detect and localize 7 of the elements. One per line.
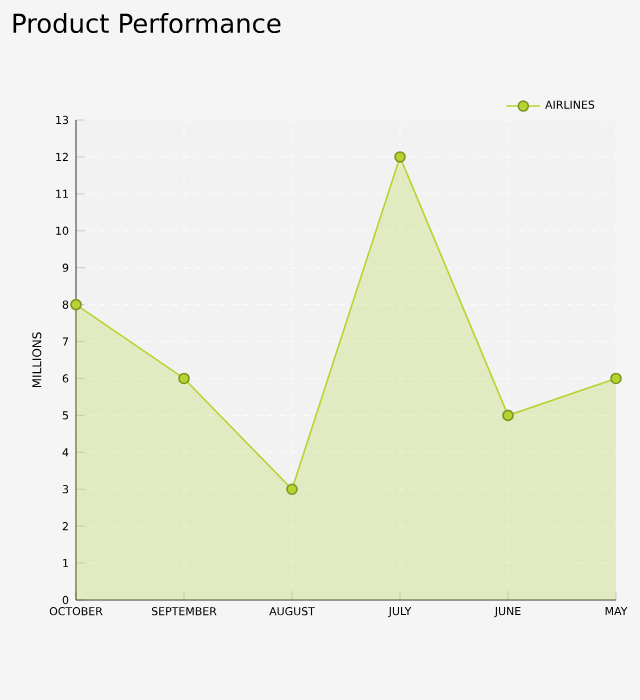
point bbox=[610, 372, 622, 385]
chart-title: Product Performance bbox=[13, 13, 281, 34]
point bbox=[286, 483, 298, 496]
point bbox=[502, 409, 514, 422]
point bbox=[70, 298, 82, 311]
point bbox=[178, 372, 190, 385]
point bbox=[394, 151, 406, 163]
